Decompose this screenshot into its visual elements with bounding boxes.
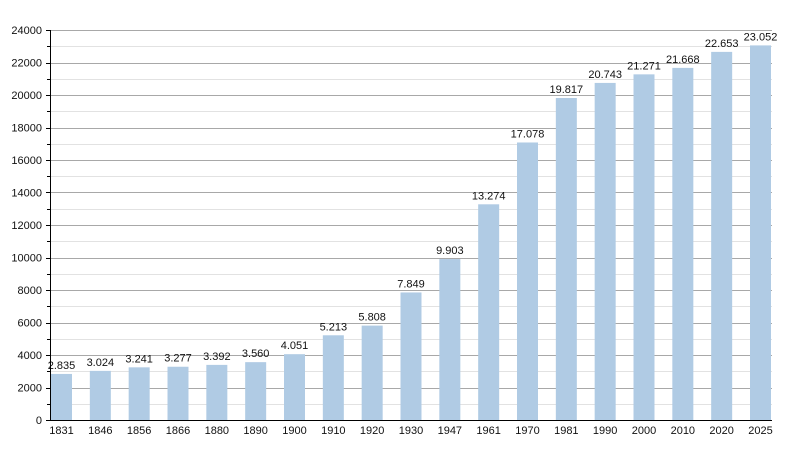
data-label-2025: 23.052: [744, 31, 778, 43]
data-label-1970: 17.078: [511, 128, 545, 140]
bar-1930: [400, 292, 422, 420]
x-tick-label: 2010: [671, 425, 695, 437]
x-tick-label: 1930: [399, 425, 423, 437]
x-tick-label: 1990: [593, 425, 617, 437]
data-label-1981: 19.817: [550, 84, 584, 96]
bar-1866: [167, 366, 189, 420]
bar-2020: [711, 51, 733, 421]
bar-1970: [517, 142, 538, 421]
data-label-1900: 4.051: [281, 340, 309, 352]
data-label-1846: 3.024: [87, 357, 115, 369]
y-tick-label: 4000: [18, 350, 42, 362]
y-tick-label: 2000: [18, 383, 42, 395]
y-tick-label: 6000: [18, 318, 42, 330]
data-label-1880: 3.392: [203, 351, 231, 363]
y-tick-label: 12000: [11, 220, 42, 232]
axes: 0 2000 4000 6000 8000 10000 12000 14000 16000 180…: [11, 25, 772, 437]
bar-2000: [633, 74, 655, 420]
x-tick-label: 1866: [166, 425, 190, 437]
x-tick-label: 1880: [205, 425, 229, 437]
y-tick-label: 22000: [11, 58, 42, 70]
x-tick-label: 2000: [632, 425, 656, 437]
x-tick-label: 1856: [127, 425, 151, 437]
y-tick-label: 0: [36, 415, 42, 427]
data-label-1890: 3.560: [242, 348, 270, 360]
bar-1846: [89, 370, 111, 420]
x-tick-label: 2020: [709, 425, 733, 437]
data-labels: 2.835 3.024 3.241 3.277 3.392 3.560 4.051 5.213…: [48, 31, 778, 372]
data-label-1990: 20.743: [588, 69, 622, 81]
x-tick-label: 1961: [476, 425, 500, 437]
bar-2010: [672, 67, 694, 421]
x-tick-label: 1910: [321, 425, 345, 437]
bar-1856: [128, 367, 150, 420]
bar-1920: [361, 325, 383, 420]
x-tick-label: 1846: [88, 425, 112, 437]
data-label-1920: 5.808: [358, 312, 386, 324]
bar-1990: [594, 82, 616, 421]
bar-1981: [555, 97, 577, 420]
x-tick-label: 1890: [243, 425, 267, 437]
data-label-2010: 21.668: [666, 54, 700, 66]
x-tick-label: 1947: [438, 425, 462, 437]
bar-1961: [478, 204, 500, 420]
x-tick-label: 1970: [515, 425, 539, 437]
x-tick-label: 2025: [748, 425, 772, 437]
y-tick-label: 10000: [11, 253, 42, 265]
bar-1880: [206, 364, 228, 420]
y-tick-label: 24000: [11, 25, 42, 37]
y-tick-label: 18000: [11, 123, 42, 135]
data-label-1947: 9.903: [436, 245, 464, 257]
y-tick-label: 16000: [11, 155, 42, 167]
data-label-1856: 3.241: [125, 353, 153, 365]
y-tick-label: 20000: [11, 90, 42, 102]
bars: [51, 45, 771, 421]
bar-1831: [51, 373, 72, 420]
data-label-1910: 5.213: [320, 321, 348, 333]
bar-1900: [284, 354, 305, 420]
x-tick-label: 1920: [360, 425, 384, 437]
x-tick-label: 1831: [49, 425, 73, 437]
data-label-1831: 2.835: [48, 360, 76, 372]
data-label-1961: 13.274: [472, 190, 506, 202]
y-tick-label: 8000: [18, 285, 42, 297]
x-tick-label: 1981: [554, 425, 578, 437]
bar-2025: [750, 45, 771, 420]
data-label-2020: 22.653: [705, 38, 739, 50]
bar-1890: [245, 362, 267, 420]
bar-1947: [439, 259, 461, 420]
y-tick-label: 14000: [11, 188, 42, 200]
data-label-1866: 3.277: [164, 353, 192, 365]
data-label-1930: 7.849: [397, 278, 425, 290]
data-label-2000: 21.271: [627, 60, 661, 72]
bar-1910: [322, 335, 344, 420]
x-tick-label: 1900: [282, 425, 306, 437]
